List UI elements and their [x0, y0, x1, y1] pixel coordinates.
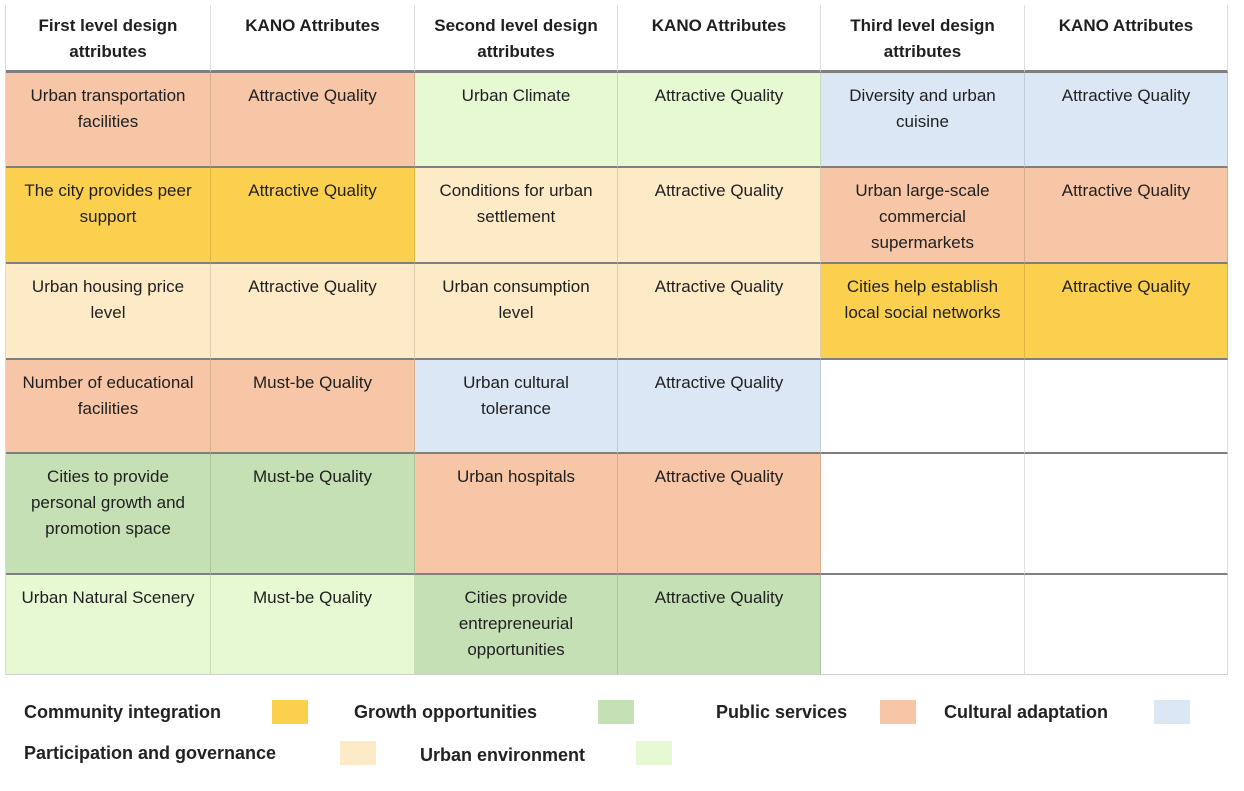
first-level-attribute: Cities to provide personal growth and pr…	[6, 454, 211, 575]
second-level-attribute: Urban consumption level	[415, 264, 618, 360]
legend-label-urban-environment: Urban environment	[420, 745, 586, 765]
second-level-kano: Attractive Quality	[618, 168, 821, 264]
legend-swatch-growth-opportunities	[598, 700, 634, 724]
legend-swatch-public-services	[880, 700, 916, 724]
first-level-attribute: The city provides peer support	[6, 168, 211, 264]
legend-label-cultural-adaptation: Cultural adaptation	[944, 702, 1109, 722]
kano-attributes-table: First level design attributes KANO Attri…	[5, 5, 1228, 675]
third-level-kano: Attractive Quality	[1025, 73, 1228, 168]
header-first-level: First level design attributes	[6, 5, 211, 73]
third-level-kano-empty	[1025, 575, 1228, 675]
header-kano-3: KANO Attributes	[1025, 5, 1228, 73]
first-level-attribute: Urban Natural Scenery	[6, 575, 211, 675]
second-level-kano: Attractive Quality	[618, 73, 821, 168]
first-level-kano: Attractive Quality	[211, 264, 415, 360]
second-level-kano: Attractive Quality	[618, 454, 821, 575]
second-level-attribute: Conditions for urban settlement	[415, 168, 618, 264]
first-level-kano: Must-be Quality	[211, 360, 415, 454]
third-level-kano-empty	[1025, 360, 1228, 454]
first-level-kano: Must-be Quality	[211, 575, 415, 675]
legend-swatch-urban-environment	[636, 741, 672, 765]
first-level-attribute: Number of educational facilities	[6, 360, 211, 454]
legend-label-community-integration: Community integration	[24, 702, 221, 722]
legend-swatch-participation-and-governance	[340, 741, 376, 765]
header-kano-1: KANO Attributes	[211, 5, 415, 73]
first-level-attribute: Urban transportation facilities	[6, 73, 211, 168]
third-level-kano-empty	[1025, 454, 1228, 575]
first-level-attribute: Urban housing price level	[6, 264, 211, 360]
header-third-level: Third level design attributes	[821, 5, 1025, 73]
third-level-attribute-empty	[821, 360, 1025, 454]
legend-swatch-community-integration	[272, 700, 308, 724]
second-level-attribute: Cities provide entrepreneurial opportuni…	[415, 575, 618, 675]
third-level-attribute-empty	[821, 575, 1025, 675]
second-level-attribute: Urban cultural tolerance	[415, 360, 618, 454]
third-level-attribute: Urban large-scale commercial supermarket…	[821, 168, 1025, 264]
legend-swatch-cultural-adaptation	[1154, 700, 1190, 724]
third-level-attribute-empty	[821, 454, 1025, 575]
second-level-kano: Attractive Quality	[618, 575, 821, 675]
color-legend: Community integration Growth opportuniti…	[0, 680, 1244, 791]
second-level-kano: Attractive Quality	[618, 264, 821, 360]
second-level-attribute: Urban hospitals	[415, 454, 618, 575]
first-level-kano: Attractive Quality	[211, 168, 415, 264]
third-level-attribute: Diversity and urban cuisine	[821, 73, 1025, 168]
first-level-kano: Attractive Quality	[211, 73, 415, 168]
second-level-attribute: Urban Climate	[415, 73, 618, 168]
header-kano-2: KANO Attributes	[618, 5, 821, 73]
legend-label-participation-and-governance: Participation and governance	[24, 743, 277, 763]
first-level-kano: Must-be Quality	[211, 454, 415, 575]
third-level-kano: Attractive Quality	[1025, 264, 1228, 360]
third-level-attribute: Cities help establish local social netwo…	[821, 264, 1025, 360]
third-level-kano: Attractive Quality	[1025, 168, 1228, 264]
header-second-level: Second level design attributes	[415, 5, 618, 73]
legend-label-public-services: Public services	[716, 702, 848, 722]
legend-label-growth-opportunities: Growth opportunities	[354, 702, 537, 722]
second-level-kano: Attractive Quality	[618, 360, 821, 454]
